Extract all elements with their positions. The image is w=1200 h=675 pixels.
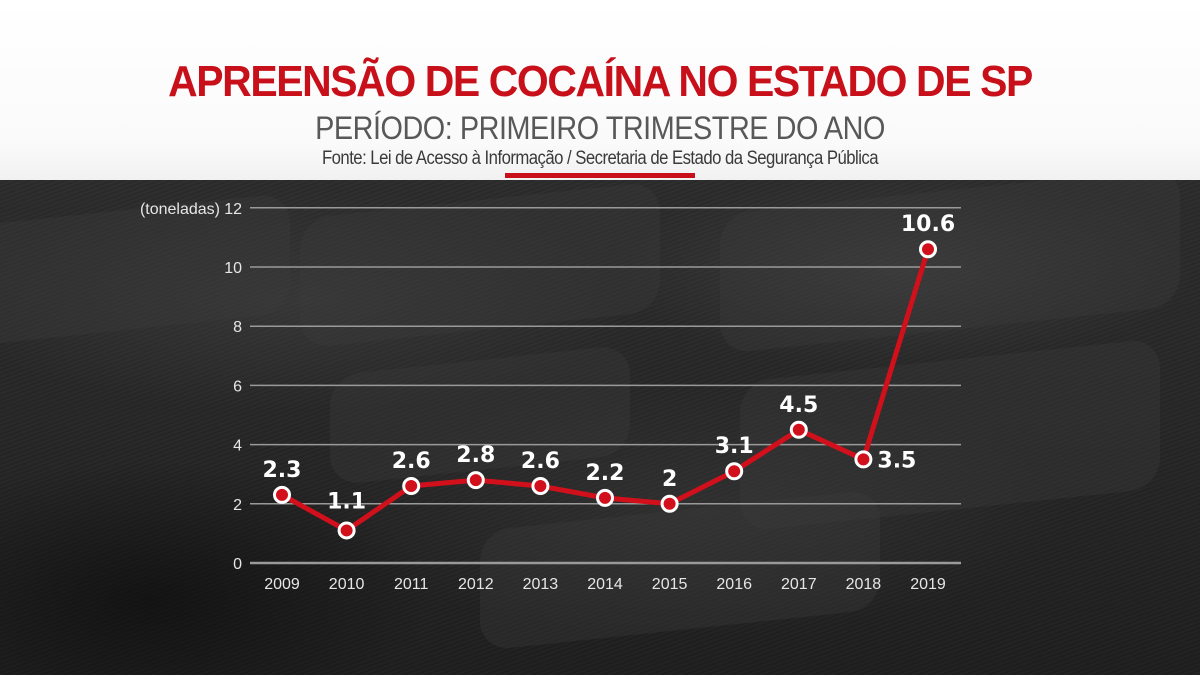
data-value-label: 2.6 — [521, 449, 560, 474]
x-tick-label: 2013 — [523, 576, 559, 593]
header: APREENSÃO DE COCAÍNA NO ESTADO DE SP PER… — [0, 0, 1200, 180]
y-tick-label: 6 — [233, 378, 242, 395]
y-tick-label: 4 — [233, 438, 242, 455]
x-tick-label: 2015 — [652, 576, 688, 593]
x-tick-label: 2011 — [394, 576, 429, 593]
accent-bar — [505, 173, 695, 178]
data-value-label: 2.3 — [263, 458, 302, 483]
data-point-marker — [919, 240, 937, 259]
x-tick-label: 2014 — [587, 576, 623, 593]
x-tick-label: 2016 — [716, 576, 752, 593]
x-tick-label: 2019 — [910, 576, 946, 593]
y-tick-label: 8 — [233, 319, 242, 336]
y-tick-label: 2 — [233, 497, 242, 514]
data-point-marker — [596, 488, 614, 507]
x-tick-label: 2010 — [329, 576, 365, 593]
data-point-marker — [402, 477, 421, 496]
data-point-marker — [337, 521, 356, 540]
x-tick-label: 2012 — [458, 576, 494, 593]
y-tick-label: 12 — [224, 201, 242, 218]
x-tick-label: 2009 — [264, 576, 300, 593]
data-value-label: 2.2 — [586, 461, 625, 486]
data-value-label: 2.8 — [456, 443, 495, 468]
chart-subtitle: PERÍODO: PRIMEIRO TRIMESTRE DO ANO — [315, 110, 885, 146]
data-point-marker — [660, 494, 679, 513]
data-point-marker — [531, 477, 550, 496]
chart-title: APREENSÃO DE COCAÍNA NO ESTADO DE SP — [168, 57, 1033, 106]
data-value-label: 4.5 — [779, 393, 818, 418]
data-value-label: 2.6 — [392, 449, 431, 474]
data-value-label: 1.1 — [327, 489, 366, 514]
y-axis: 0 2 4 6 8 10 12(toneladas) — [140, 201, 242, 573]
data-point-marker — [789, 420, 808, 439]
y-tick-label: 0 — [233, 556, 242, 573]
data-labels: 2.3 1.1 2.6 2.8 2.6 2.2 2 3.1 4.5 3.5 10.6 — [263, 212, 956, 514]
data-value-label: 2 — [662, 467, 677, 492]
data-point-marker — [273, 485, 291, 504]
data-markers — [273, 240, 937, 540]
data-point-marker — [725, 462, 744, 481]
data-value-label: 3.5 — [877, 448, 916, 473]
y-tick-label: 10 — [224, 260, 242, 277]
y-axis-unit-label: (toneladas) — [140, 201, 220, 218]
data-point-marker — [466, 471, 485, 490]
data-value-label: 3.1 — [715, 434, 754, 459]
series-line — [279, 246, 931, 533]
x-axis: 2009 2010 2011 2012 2013 2014 2015 2016 2017 2018… — [264, 576, 946, 593]
photo-background — [0, 180, 1200, 675]
x-tick-label: 2018 — [846, 576, 882, 593]
chart-source: Fonte: Lei de Acesso à Informação / Secr… — [321, 148, 879, 169]
x-tick-label: 2017 — [781, 576, 817, 593]
data-point-marker — [854, 450, 873, 469]
data-value-label: 10.6 — [901, 212, 955, 237]
